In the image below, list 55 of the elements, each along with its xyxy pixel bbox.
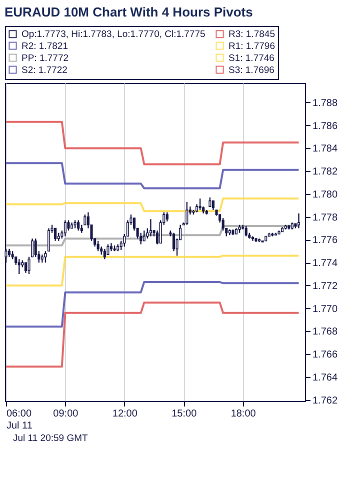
- legend-label: R1: 1.7796: [228, 40, 275, 52]
- y-tick-label: 1.782: [312, 166, 338, 178]
- y-tick-label: 1.764: [312, 372, 338, 384]
- y-tick-label: 1.772: [312, 280, 338, 292]
- candlestick: [140, 232, 142, 245]
- y-tick-label: 1.762: [312, 395, 338, 406]
- legend-label: S2: 1.7722: [22, 64, 68, 76]
- y-tick-label: 1.766: [312, 350, 338, 361]
- candlestick: [212, 200, 215, 211]
- candlestick: [18, 258, 20, 275]
- x-tick-label: 06:00 Jul 11: [6, 408, 33, 432]
- chart-title: EURAUD 10M Chart With 4 Hours Pivots: [4, 4, 253, 20]
- candlestick: [77, 220, 80, 232]
- line-series: [4, 162, 300, 190]
- legend-label: R3: 1.7845: [228, 29, 275, 40]
- candlestick: [106, 244, 110, 256]
- x-tick-label: 09:00: [53, 408, 79, 420]
- y-tick-label: 1.784: [312, 144, 338, 155]
- y-tick-label: 1.778: [312, 212, 338, 224]
- candlestick: [24, 262, 28, 274]
- candlestick: [149, 218, 152, 237]
- candlestick: [84, 214, 86, 226]
- y-tick-label: 1.774: [312, 258, 338, 270]
- y-tick-label: 1.776: [312, 235, 338, 246]
- candlestick: [297, 212, 300, 229]
- x-tick-label: 15:00: [172, 408, 198, 420]
- candlestick: [172, 232, 176, 252]
- text: Jul 11 20:59 GMT: [13, 433, 88, 444]
- y-tick-label: 1.788: [312, 98, 338, 109]
- legend-label: Op:1.7773, Hi:1.7783, Lo:1.7770, Cl:1.7775: [22, 29, 206, 40]
- candlestick: [198, 198, 202, 211]
- legend-label: PP: 1.7772: [22, 52, 69, 64]
- legend-label: S1: 1.7746: [228, 52, 274, 64]
- y-tick-label: 1.786: [312, 120, 338, 132]
- candlestick: [103, 248, 106, 260]
- line-series: [4, 281, 300, 328]
- candlestick: [208, 196, 212, 208]
- candlestick: [244, 225, 248, 237]
- candlestick: [166, 212, 168, 222]
- candlestick: [142, 230, 146, 242]
- legend-label: S3: 1.7696: [228, 64, 274, 76]
- x-tick-label: 18:00: [230, 408, 256, 420]
- x-tick-label: 12:00: [112, 408, 138, 420]
- candlestick: [222, 217, 224, 232]
- line-series: [4, 120, 300, 166]
- candlestick: [64, 220, 66, 237]
- y-tick-label: 1.770: [312, 304, 338, 315]
- candlestick: [67, 220, 70, 232]
- line-series: [4, 198, 300, 212]
- candlestick: [54, 228, 57, 242]
- candlestick: [186, 201, 188, 226]
- y-tick-label: 1.768: [312, 326, 338, 338]
- y-tick-label: 1.780: [312, 189, 338, 200]
- legend-label: R2: 1.7821: [22, 40, 68, 52]
- candlestick: [96, 240, 100, 252]
